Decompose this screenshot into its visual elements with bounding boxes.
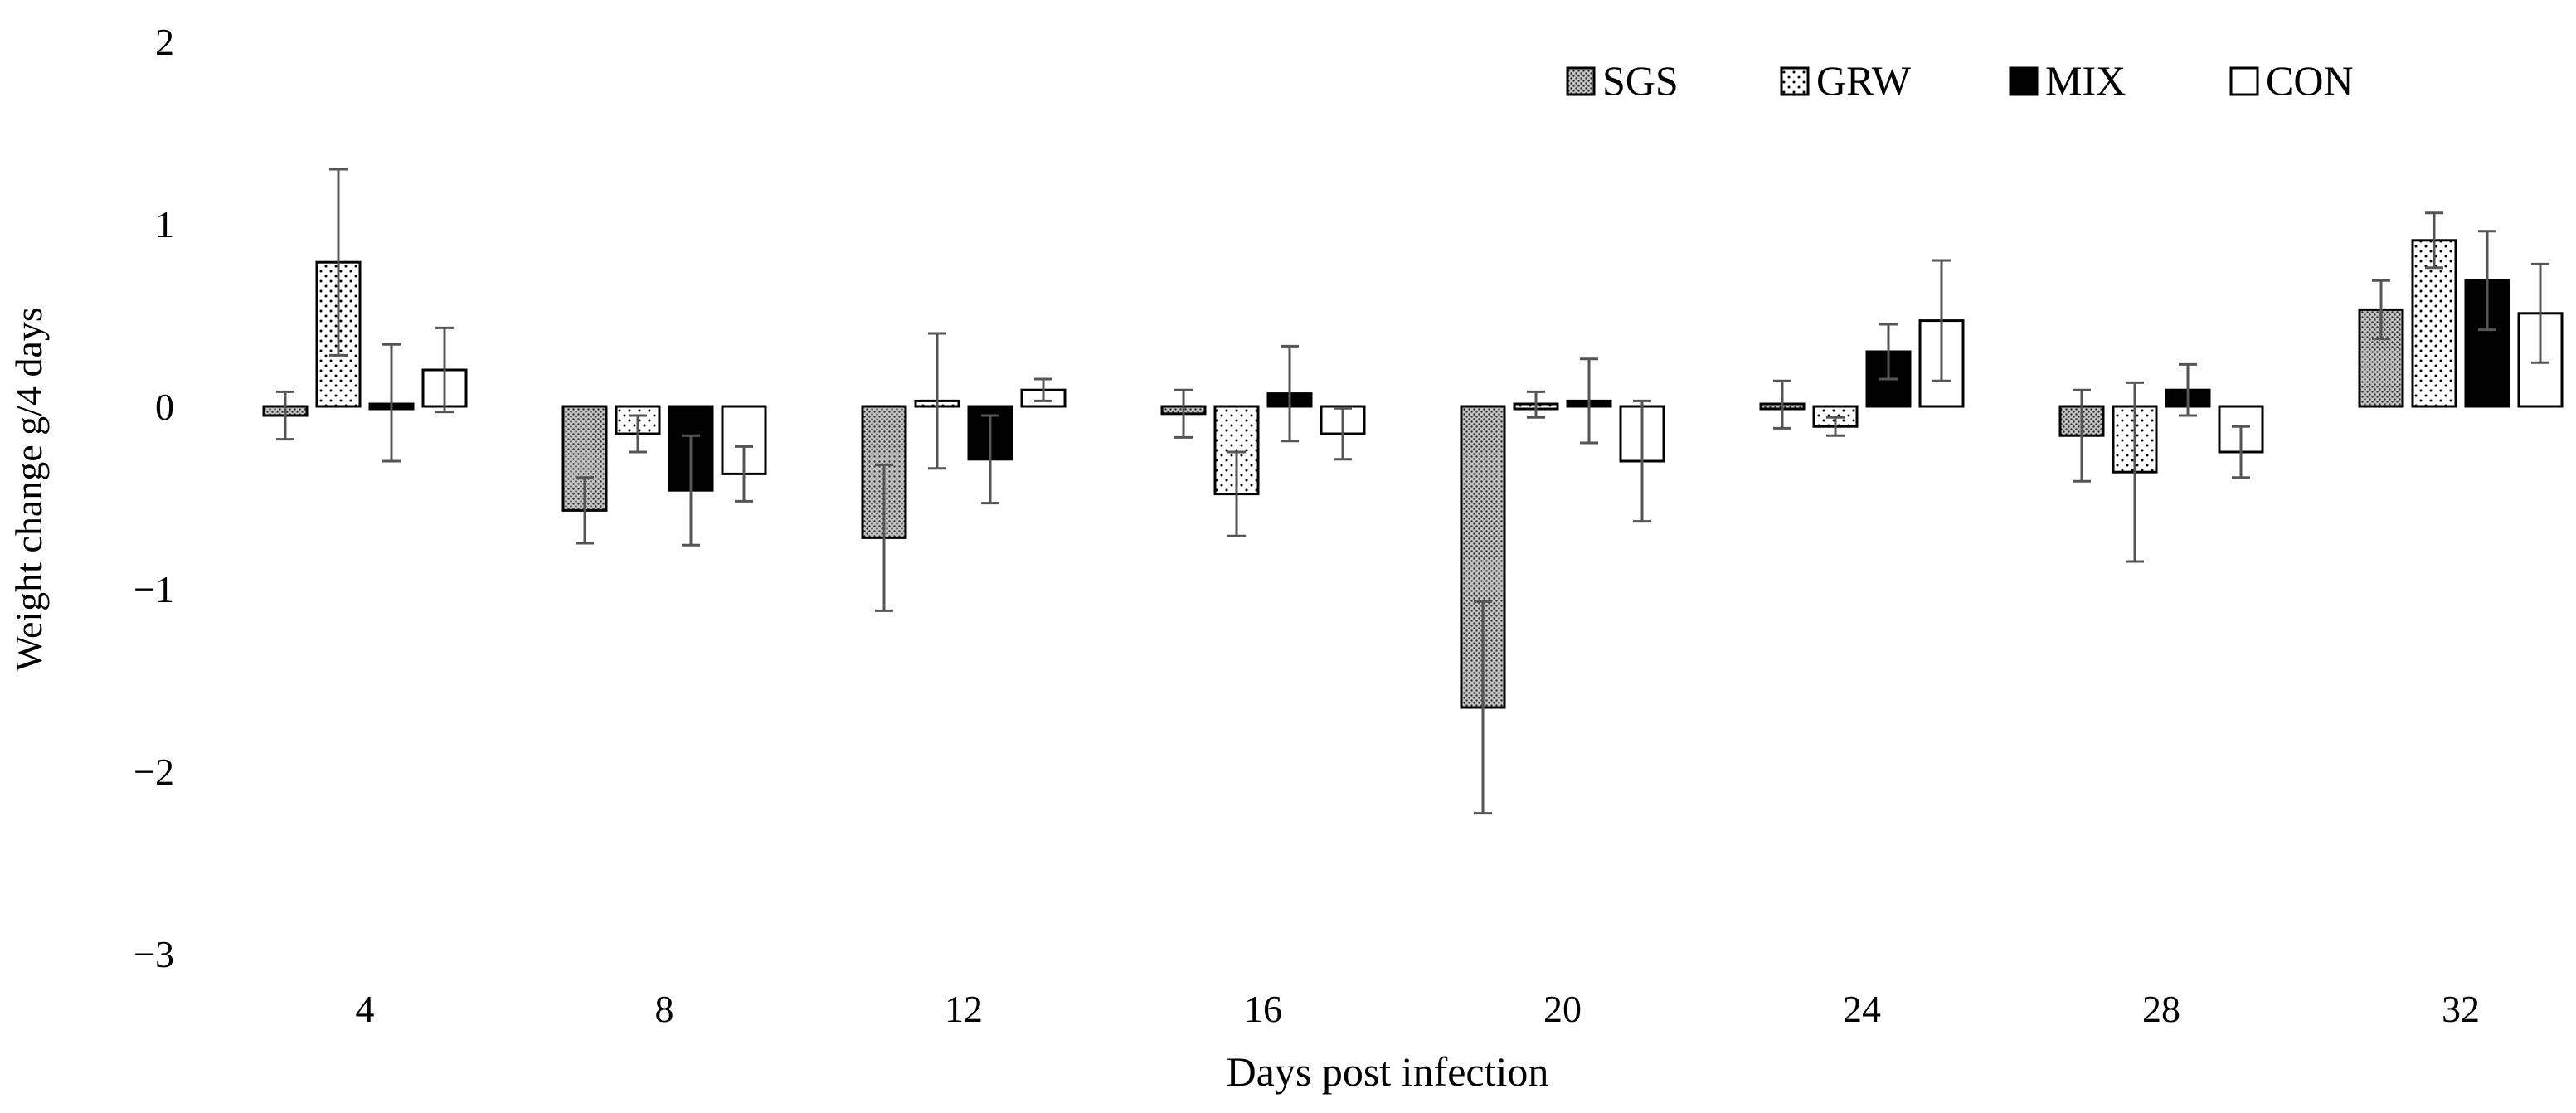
error-bar-mix [981, 414, 999, 505]
error-bar-mix [682, 434, 700, 547]
legend-label: GRW [1816, 57, 1912, 104]
error-bar-sgs [875, 463, 893, 612]
legend-item-con: CON [2229, 57, 2354, 104]
error-bar-sgs [2372, 279, 2390, 341]
y-tick-label: −1 [134, 568, 174, 610]
legend: SGS GRW MIX CON [1566, 57, 2354, 104]
error-bar-mix [2478, 230, 2496, 332]
error-bar-mix [1580, 357, 1598, 445]
error-bars [276, 168, 2549, 815]
y-tick-label: −3 [134, 933, 174, 975]
legend-swatch-mix [2009, 66, 2039, 96]
x-tick-label: 20 [1543, 988, 1582, 1030]
error-bar-grw [1826, 416, 1845, 437]
error-bar-sgs [1174, 388, 1193, 439]
error-bar-con [435, 326, 454, 414]
legend-item-grw: GRW [1780, 57, 1912, 104]
bar-sgs [561, 405, 608, 512]
error-bar-con [1334, 406, 1352, 461]
y-tick-label: 1 [155, 203, 174, 245]
x-tick-label: 16 [1244, 988, 1282, 1030]
x-tick-label: 32 [2442, 988, 2480, 1030]
error-bar-mix [1879, 323, 1898, 381]
error-bar-sgs [1773, 379, 1791, 430]
error-bar-con [1034, 377, 1052, 402]
x-tick-label: 8 [655, 988, 674, 1030]
error-bar-sgs [276, 390, 294, 441]
error-bar-grw [1227, 450, 1246, 537]
legend-label: CON [2266, 57, 2354, 104]
y-tick-label: 2 [155, 21, 174, 63]
error-bar-grw [629, 414, 647, 454]
legend-label: SGS [1602, 57, 1679, 104]
legend-label: MIX [2045, 57, 2126, 104]
x-tick-label: 12 [945, 988, 983, 1030]
y-tick-label: 0 [155, 386, 174, 428]
error-bar-grw [2425, 211, 2443, 270]
legend-swatch-sgs [1566, 66, 1596, 96]
legend-swatch-grw [1780, 66, 1810, 96]
x-axis-ticks: 4 8 12 16 20 24 28 32 [356, 988, 2481, 1030]
error-bar-grw [329, 168, 348, 357]
error-bar-mix [382, 343, 401, 463]
error-bar-con [735, 445, 753, 503]
error-bar-sgs [576, 476, 594, 545]
error-bar-sgs [1474, 600, 1492, 815]
bars [262, 239, 2564, 709]
x-tick-label: 24 [1843, 988, 1881, 1030]
error-bar-con [1932, 259, 1951, 382]
x-tick-label: 4 [356, 988, 375, 1030]
y-axis-label: Weight change g/4 days [7, 307, 50, 672]
legend-item-sgs: SGS [1566, 57, 1679, 104]
y-axis-ticks: 2 1 0 −1 −2 −3 [134, 21, 174, 975]
error-bar-con [2531, 262, 2549, 364]
error-bar-mix [1281, 344, 1299, 443]
error-bar-con [2232, 425, 2250, 479]
error-bar-con [1633, 399, 1651, 523]
error-bar-grw [928, 332, 946, 470]
error-bar-grw [2126, 381, 2144, 563]
legend-item-mix: MIX [2009, 57, 2126, 104]
x-tick-label: 28 [2142, 988, 2180, 1030]
error-bar-mix [2179, 362, 2197, 417]
error-bar-sgs [2073, 388, 2091, 483]
error-bar-grw [1527, 390, 1545, 419]
y-tick-label: −2 [134, 751, 174, 793]
legend-swatch-con [2229, 66, 2259, 96]
x-axis-label: Days post infection [1227, 1048, 1549, 1095]
